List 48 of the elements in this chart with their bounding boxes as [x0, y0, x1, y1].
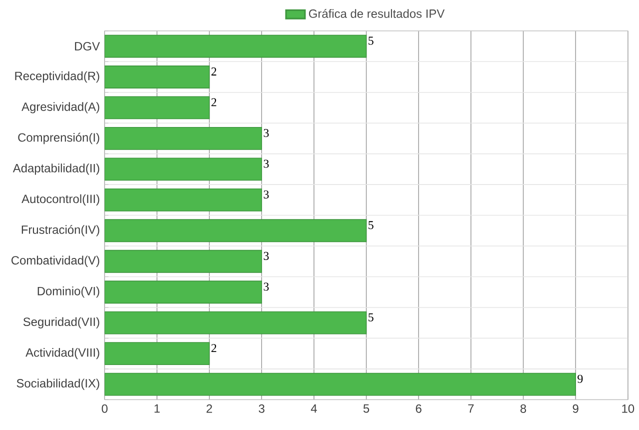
x-tick-label: 6	[416, 404, 422, 414]
y-tick-label: Seguridad(VII)	[23, 317, 100, 329]
bar	[104, 66, 210, 89]
x-tick-label: 3	[258, 404, 264, 414]
data-label: 3	[264, 160, 269, 168]
bar	[104, 127, 262, 150]
y-tick-label: Actividad(VIII)	[26, 348, 100, 360]
data-label: 3	[264, 129, 269, 138]
data-label: 2	[211, 344, 216, 352]
bar	[104, 280, 262, 304]
y-tick-label: DGV	[75, 42, 100, 51]
bar	[104, 219, 367, 242]
bar	[104, 35, 367, 58]
x-tick-label: 7	[468, 404, 474, 413]
x-tick-label: 4	[310, 404, 317, 413]
y-tick-label: Adaptabilidad(II)	[12, 164, 100, 175]
data-label: 9	[578, 375, 583, 384]
data-label: 3	[264, 252, 269, 260]
y-tick-label: Combatividad(V)	[12, 256, 100, 268]
x-tick-label: 0	[102, 404, 108, 414]
y-tick-label: Sociabilidad(IX)	[16, 378, 100, 390]
data-label: 5	[368, 37, 374, 45]
bar	[104, 96, 210, 120]
x-tick-label: 1	[154, 404, 160, 413]
data-label: 2	[211, 68, 216, 76]
y-tick-label: Receptividad(R)	[15, 72, 100, 83]
bar	[104, 250, 262, 274]
x-tick-label: 9	[572, 404, 578, 414]
bar	[104, 158, 262, 181]
y-tick-label: Frustración(IV)	[22, 225, 100, 237]
y-tick-label: Comprensión(I)	[18, 133, 100, 144]
bar	[104, 342, 210, 366]
x-tick-label: 10	[622, 404, 634, 414]
data-label: 5	[368, 314, 374, 322]
y-tick-label: Dominio(VI)	[38, 286, 100, 298]
legend-label: Gráfica de resultados IPV	[309, 9, 445, 18]
x-tick-label: 2	[206, 404, 212, 413]
y-tick-label: Autocontrol(III)	[22, 194, 100, 206]
data-label: 2	[211, 98, 216, 106]
x-tick-label: 5	[363, 404, 370, 413]
data-label: 3	[264, 190, 269, 199]
data-label: 5	[368, 221, 374, 230]
bar	[104, 188, 262, 212]
x-tick-label: 8	[520, 404, 526, 414]
bar	[104, 373, 576, 396]
bar	[104, 312, 367, 335]
data-label: 3	[264, 282, 269, 291]
y-tick-label: Agresividad(A)	[22, 102, 100, 114]
